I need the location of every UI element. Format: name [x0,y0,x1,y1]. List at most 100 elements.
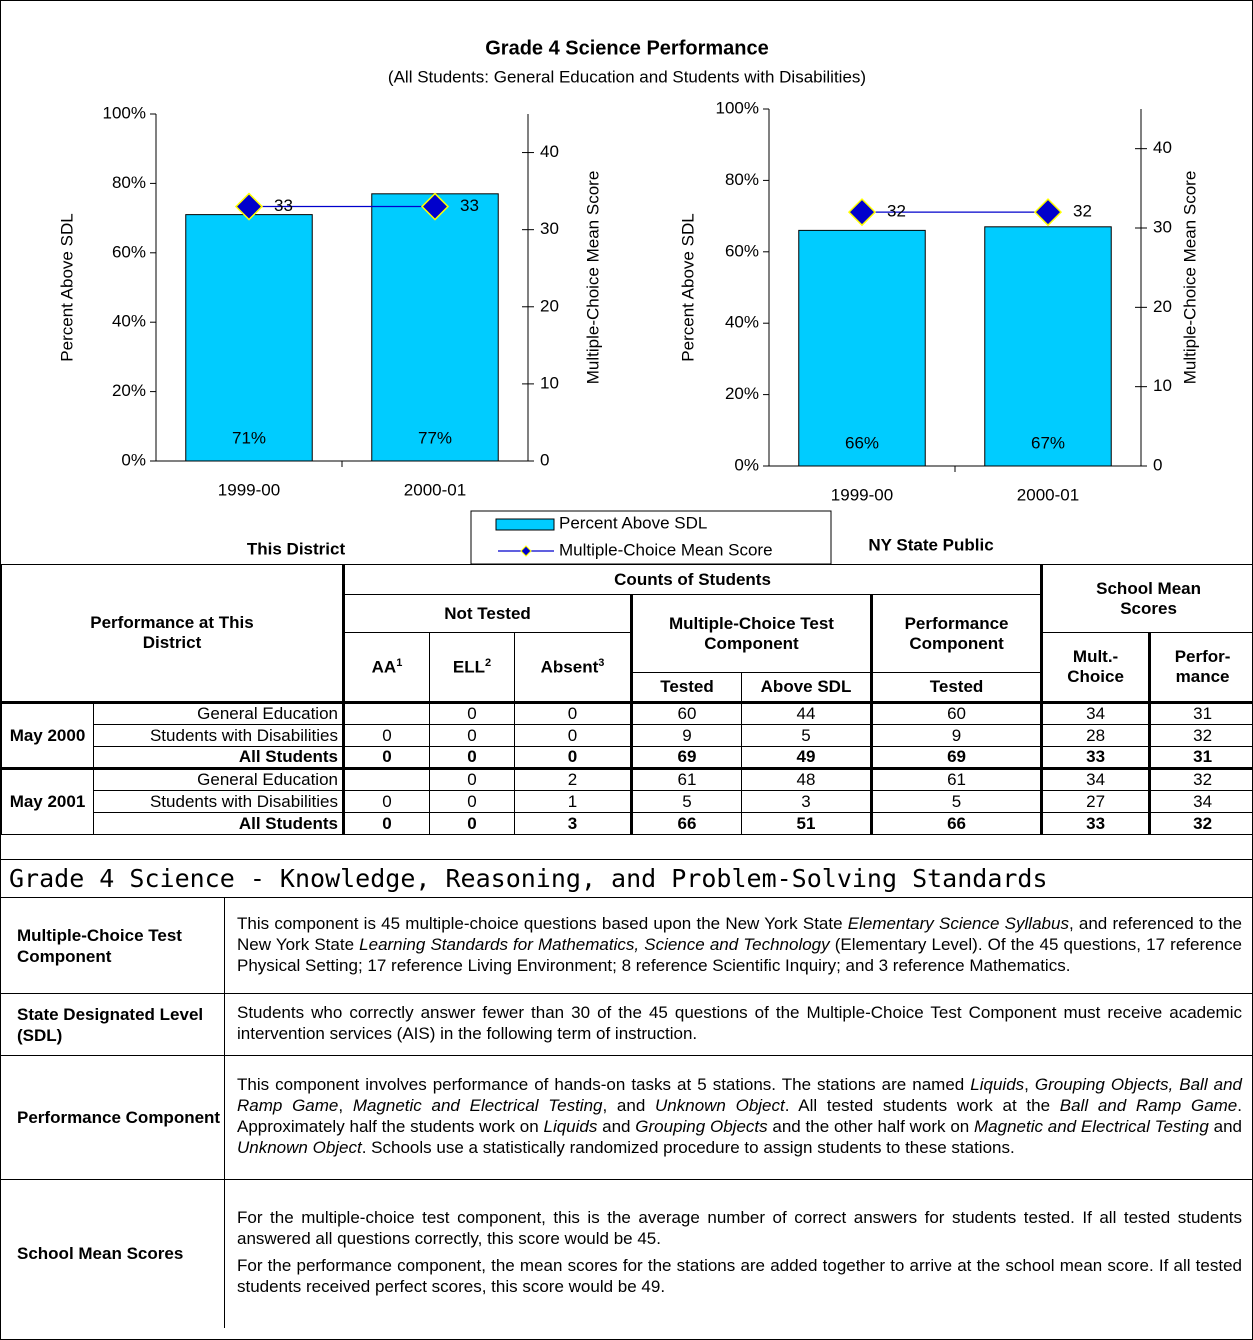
y-tick-label: 20% [112,381,146,400]
emphasis: Unknown Object [655,1096,785,1115]
header-text: Mult.-Choice [1067,647,1124,686]
mean-marker [420,192,450,221]
mean-label: 33 [274,196,293,215]
description-paragraph: Students who correctly answer fewer than… [237,1002,1242,1044]
description-paragraph: This component is 45 multiple-choice que… [237,913,1242,976]
y2-tick-label: 10 [1153,376,1172,395]
y2-tick-label: 30 [1153,217,1172,236]
mean-label: 32 [887,202,906,221]
table-row: May 2001 General Education 0 2 61 48 61 34 32 [1,767,1252,835]
mean-label: 32 [1073,202,1092,221]
y2-tick-label: 40 [540,142,559,161]
emphasis: Magnetic and Electrical Testing [974,1117,1209,1136]
header-text: Absent [540,657,599,677]
table-cell: 61 [869,767,1043,791]
text-run: and [597,1117,636,1136]
legend-swatch [495,518,555,531]
bar [185,214,313,462]
text-run: . Schools use a statistically randomized… [361,1138,1015,1157]
y2-axis-label: Multiple-Choice Mean Score [1180,171,1199,385]
header-text: ELL [452,657,485,677]
table-cell: 33 [1040,746,1151,769]
header-cell: AA1 [342,632,430,703]
legend-marker [520,545,532,557]
text-run: and the other half work on [767,1117,975,1136]
row-label: General Education [93,767,344,791]
y-tick-label: 40% [725,313,759,332]
header-cell: Not Tested [342,594,632,633]
table-cell: 34 [1040,767,1151,791]
x-tick-label: 2000-01 [1017,485,1079,504]
y-tick-label: 100% [103,103,146,122]
header-cell: Tested [869,672,1043,703]
bar [798,229,926,467]
table-cell: 49 [741,746,872,769]
text-run: , and [602,1096,656,1115]
standards-term: Multiple-Choice Test Component [1,897,225,994]
x-tick-label: 1999-00 [218,480,280,499]
y-tick-label: 100% [716,98,759,117]
table-cell: 0 [514,701,632,725]
y-tick-label: 0% [121,450,146,469]
footnote-mark: 2 [484,656,492,669]
standards-description: Students who correctly answer fewer than… [224,993,1252,1056]
header-cell: Above SDL [741,672,872,703]
table-cell: 27 [1040,790,1151,813]
header-cell: Performance at This District [1,564,344,703]
emphasis: Liquids [970,1075,1025,1094]
y-tick-label: 40% [112,312,146,331]
table-cell: 60 [630,701,742,725]
y-axis-label: Percent Above SDL [678,213,697,361]
chart-caption: This District [247,539,346,558]
table-cell: 0 [429,746,515,769]
y-tick-label: 60% [725,241,759,260]
chart-caption: NY State Public [868,535,993,554]
group-label: May 2001 [1,767,94,835]
header-text: AA [371,657,397,677]
y2-axis-label: Multiple-Choice Mean Score [583,171,602,385]
table-cell: 60 [869,701,1043,725]
header-text: School Mean Scores [1096,578,1201,618]
table-row: All Students 0 0 0 69 49 69 33 31 [2,746,1252,769]
bar [371,193,499,462]
text-run: , [338,1096,353,1115]
description-paragraph: For the multiple-choice test component, … [237,1207,1242,1249]
description-paragraph: For the performance component, the mean … [237,1255,1242,1297]
table-cell: 0 [429,724,515,747]
mean-marker [234,192,264,221]
table-cell: 31 [1148,746,1252,769]
y2-tick-label: 10 [540,373,559,392]
standards-term: Performance Component [1,1055,225,1180]
text-run: (Elementary Level). Of the 45 questions,… [237,934,1242,975]
bar-value-label: 66% [845,433,879,452]
standards-body: Multiple-Choice Test Component This compo… [1,897,1252,1328]
table-cell: 0 [342,790,430,813]
standards-term: School Mean Scores [1,1179,225,1328]
table-row: May 2000 General Education 0 0 60 44 60 34 31 [1,701,1252,769]
y2-tick-label: 20 [540,296,559,315]
row-label: Students with Disabilities [93,790,344,813]
text-run: , [1024,1075,1035,1094]
table-cell: 0 [429,701,515,725]
table-cell: 5 [869,790,1043,813]
y-tick-label: 60% [112,242,146,261]
table-cell: 0 [342,746,430,769]
row-label: All Students [93,746,344,769]
y2-tick-label: 20 [1153,297,1172,316]
table-cell: 48 [741,767,872,791]
header-text: Performance Component [904,613,1009,653]
table-cell: 66 [630,812,742,835]
header-cell: Tested [630,672,742,703]
chart-subtitle: (All Students: General Education and Stu… [388,67,866,86]
table-cell: 61 [630,767,742,791]
description-paragraph: This component involves performance of h… [237,1074,1242,1158]
standards-row: Multiple-Choice Test Component This compo… [1,897,1252,994]
chart-title: Grade 4 Science Performance [485,37,768,59]
table-cell: 9 [869,724,1043,747]
emphasis: Grouping Objects [635,1117,768,1136]
x-tick-label: 2000-01 [404,480,466,499]
table-cell: 44 [741,701,872,725]
table-cell [342,767,430,791]
footnote-mark: 3 [598,656,605,669]
footnote-mark: 1 [396,656,403,669]
